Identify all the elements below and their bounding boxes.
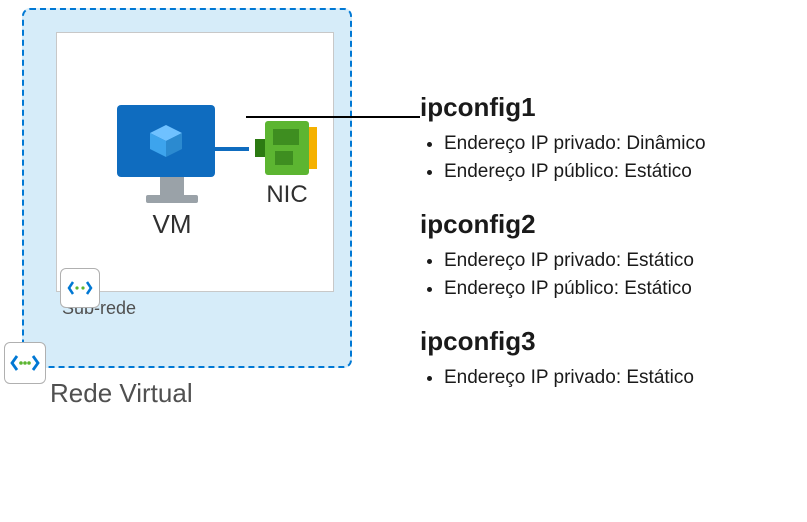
ipconfig-title: ipconfig3 xyxy=(420,326,800,357)
ipconfig-item: Endereço IP privado: Estático xyxy=(444,367,800,389)
virtual-network-box: VM NIC Sub-rede xyxy=(22,8,352,368)
ipconfig-item: Endereço IP público: Estático xyxy=(444,161,800,183)
nic-card-icon xyxy=(265,121,309,175)
virtual-network-icon xyxy=(4,342,46,384)
nic-label: NIC xyxy=(257,181,317,209)
vm-base-icon xyxy=(146,195,198,203)
ipconfig-item: Endereço IP público: Estático xyxy=(444,278,800,300)
cube-icon xyxy=(146,121,186,161)
nic-to-ipconfig-pointer xyxy=(246,116,420,118)
nic-node: NIC xyxy=(257,121,317,209)
vm-nic-connector xyxy=(215,147,249,151)
vm-stand-icon xyxy=(160,177,184,195)
subnet-icon xyxy=(60,268,100,308)
ipconfig-block: ipconfig2 Endereço IP privado: Estático … xyxy=(420,209,800,300)
ipconfig-item: Endereço IP privado: Dinâmico xyxy=(444,133,800,155)
ipconfig-title: ipconfig1 xyxy=(420,92,800,123)
vm-label: VM xyxy=(117,209,227,240)
ipconfig-item: Endereço IP privado: Estático xyxy=(444,250,800,272)
ipconfig-title: ipconfig2 xyxy=(420,209,800,240)
ipconfig-block: ipconfig1 Endereço IP privado: Dinâmico … xyxy=(420,92,800,183)
ipconfig-block: ipconfig3 Endereço IP privado: Estático xyxy=(420,326,800,389)
virtual-network-label: Rede Virtual xyxy=(50,378,193,409)
ipconfig-list: ipconfig1 Endereço IP privado: Dinâmico … xyxy=(420,92,800,415)
vm-node: VM xyxy=(117,105,227,240)
subnet-box: VM NIC xyxy=(56,32,334,292)
vm-monitor-icon xyxy=(117,105,215,177)
